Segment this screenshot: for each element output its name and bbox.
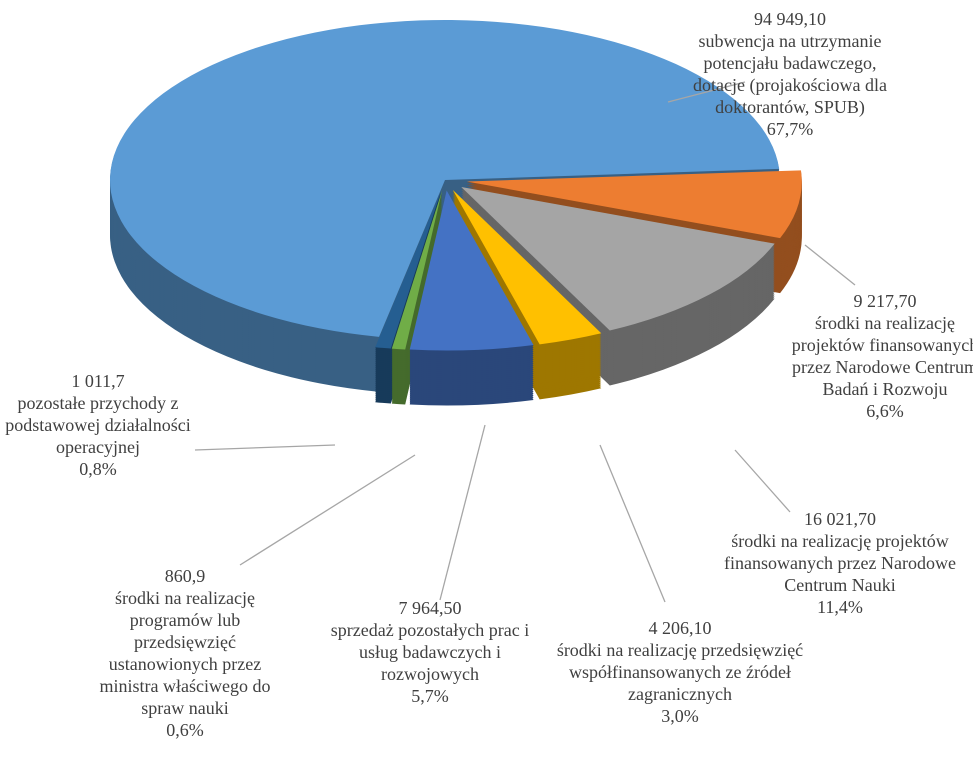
value-label: 11,4% <box>817 597 863 617</box>
slice-label: 1 011,7 pozostałe przychody z podstawowej… <box>1 370 196 480</box>
value-label: 3,0% <box>661 706 699 726</box>
category-name: środki na realizację przedsięwzięć współ… <box>556 640 804 704</box>
category-name: pozostałe przychody z podstawowej działa… <box>5 393 191 457</box>
leader-line <box>194 444 336 451</box>
leader-line <box>439 424 486 601</box>
value-label: 94 949,10 <box>754 9 826 29</box>
category-name: środki na realizację programów lub przed… <box>99 588 271 718</box>
slice-top <box>466 170 802 239</box>
leader-line <box>239 454 416 566</box>
value-label: 16 021,70 <box>804 509 876 529</box>
value-label: 0,8% <box>79 459 117 479</box>
value-label: 6,6% <box>866 401 904 421</box>
leader-line <box>804 244 856 286</box>
category-name: subwencja na utrzymanie potencjału badaw… <box>693 31 887 117</box>
slice-label: 16 021,70 środki na realizację projektów … <box>715 508 965 618</box>
value-label: 860,9 <box>164 566 206 586</box>
slice <box>452 189 602 400</box>
leader-line <box>667 81 746 103</box>
slice-label: 9 217,70 środki na realizację projektów f… <box>785 290 973 422</box>
slice-top <box>375 190 442 349</box>
value-label: 9 217,70 <box>853 291 917 311</box>
leader-line <box>734 449 791 513</box>
slice-label: 4 206,10 środki na realizację przedsięwzi… <box>520 617 840 727</box>
slice-top <box>109 19 780 337</box>
slice-top <box>409 190 534 351</box>
value-label: 5,7% <box>411 686 449 706</box>
leader-line <box>599 444 666 603</box>
slice-top <box>452 189 602 345</box>
category-name: środki na realizację projektów finansowa… <box>791 313 973 399</box>
slice-label: 860,9 środki na realizację programów lub … <box>85 565 285 741</box>
slice <box>461 187 775 386</box>
slice <box>409 190 534 406</box>
value-label: 0,6% <box>166 720 204 740</box>
category-name: środki na realizację projektów finansowa… <box>724 531 956 595</box>
slice-top <box>461 187 775 331</box>
value-label: 7 964,50 <box>398 598 462 618</box>
value-label: 67,7% <box>766 119 814 139</box>
value-label: 4 206,10 <box>648 618 712 638</box>
slice-label: 94 949,10 subwencja na utrzymanie potencj… <box>685 8 895 140</box>
category-name: sprzedaż pozostałych prac i usług badawc… <box>330 620 530 684</box>
slice-top <box>391 190 443 350</box>
slice-label: 7 964,50 sprzedaż pozostałych prac i usłu… <box>330 597 530 707</box>
value-label: 1 011,7 <box>71 371 125 391</box>
